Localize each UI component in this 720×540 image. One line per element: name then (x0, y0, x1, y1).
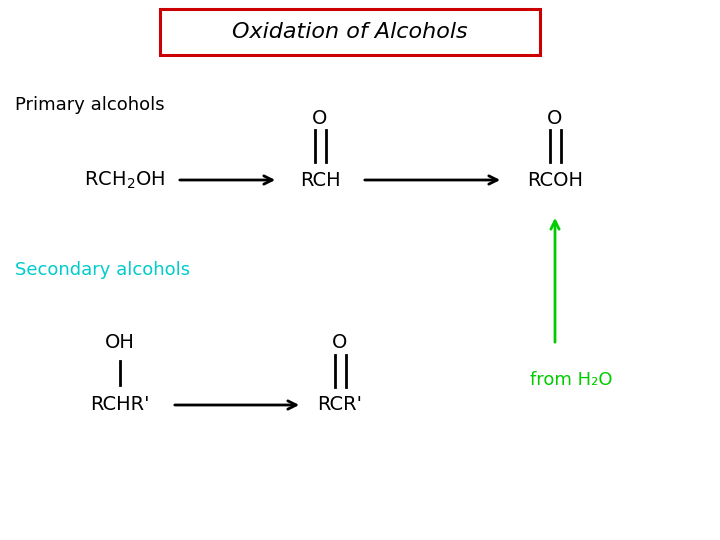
Text: RCHR': RCHR' (90, 395, 150, 415)
Text: RCOH: RCOH (527, 171, 583, 190)
Text: RCR': RCR' (318, 395, 362, 415)
FancyBboxPatch shape (160, 9, 540, 55)
Text: RCH$_2$OH: RCH$_2$OH (84, 170, 166, 191)
Text: O: O (547, 109, 563, 127)
Text: O: O (312, 109, 328, 127)
Text: from H₂O: from H₂O (530, 371, 613, 389)
Text: Primary alcohols: Primary alcohols (15, 96, 165, 114)
Text: RCH: RCH (300, 171, 341, 190)
Text: O: O (333, 334, 348, 353)
Text: OH: OH (105, 334, 135, 353)
Text: Secondary alcohols: Secondary alcohols (15, 261, 190, 279)
Text: Oxidation of Alcohols: Oxidation of Alcohols (232, 22, 468, 42)
